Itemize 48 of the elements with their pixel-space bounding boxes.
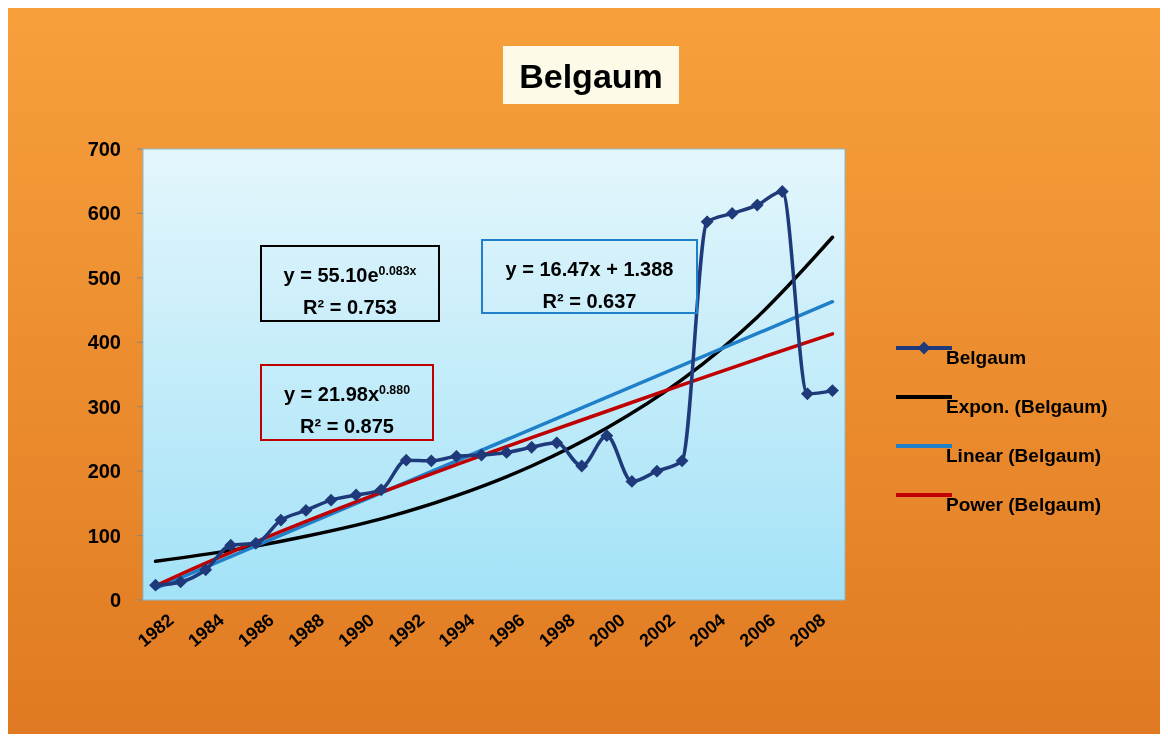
point (375, 483, 388, 496)
annotation: R² = 0.753 (303, 296, 397, 318)
point (701, 215, 714, 228)
point (525, 441, 538, 454)
point (600, 429, 613, 442)
point (676, 454, 689, 467)
point (550, 436, 563, 449)
point (299, 504, 312, 517)
point (325, 494, 338, 507)
point (350, 488, 363, 501)
point (826, 384, 839, 397)
point (801, 387, 814, 400)
point (650, 465, 663, 478)
annotation: R² = 0.875 (300, 415, 394, 437)
chart-title: Belgaum (519, 57, 663, 95)
point (249, 537, 262, 550)
point (751, 199, 764, 212)
annotation: y = 16.47x + 1.388 (505, 258, 674, 280)
y-tick-label: 300 (87, 395, 121, 418)
y-tick-label: 100 (87, 524, 121, 547)
point (776, 185, 789, 198)
annotation: y = 21.98x$^{0.880}$ (283, 383, 411, 405)
point (450, 450, 463, 463)
legend-label: Expon. (Belgaum) (946, 396, 1108, 417)
legend-label: Belgaum (946, 347, 1027, 368)
y-tick-label: 500 (87, 266, 121, 289)
annotation: y = 55.10e$^{0.083x}$ (283, 264, 417, 286)
legend-label: Power (Belgaum) (946, 494, 1102, 515)
point (224, 539, 237, 552)
point (199, 563, 212, 576)
point (475, 449, 488, 462)
point (400, 454, 413, 467)
y-tick-label: 200 (87, 460, 121, 483)
point (625, 475, 638, 488)
y-tick-label: 600 (87, 202, 121, 225)
y-tick-label: 700 (87, 138, 121, 160)
point (726, 207, 739, 220)
point (174, 575, 187, 588)
line-series (153, 235, 835, 564)
point (425, 454, 438, 467)
point (274, 514, 287, 527)
y-tick-label: 0 (109, 589, 121, 611)
point (575, 459, 588, 472)
y-tick-label: 400 (87, 331, 121, 354)
legend-label: Linear (Belgaum) (946, 445, 1102, 466)
point (149, 579, 162, 592)
annotation: R² = 0.637 (542, 290, 637, 312)
point (500, 446, 513, 459)
